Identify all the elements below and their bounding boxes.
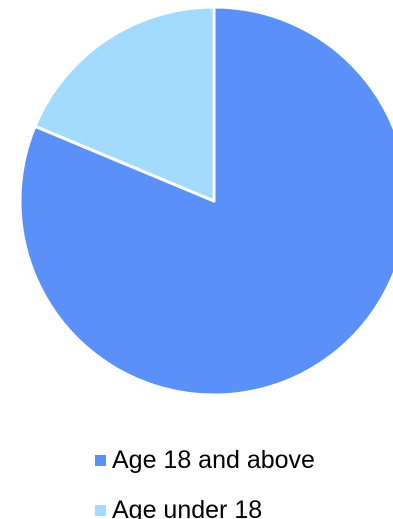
legend-item-adults: Age 18 and above — [95, 435, 315, 485]
pie-slice-minors — [33, 5, 216, 203]
legend-label-minors: Age under 18 — [112, 495, 263, 519]
legend: Age 18 and above Age under 18 — [95, 435, 315, 519]
pie-slice-adults — [18, 5, 393, 397]
legend-swatch-minors — [95, 504, 106, 516]
legend-item-minors: Age under 18 — [95, 485, 315, 519]
pie-plot-area — [18, 5, 393, 397]
legend-label-adults: Age 18 and above — [112, 445, 315, 474]
legend-swatch-adults — [95, 454, 106, 466]
